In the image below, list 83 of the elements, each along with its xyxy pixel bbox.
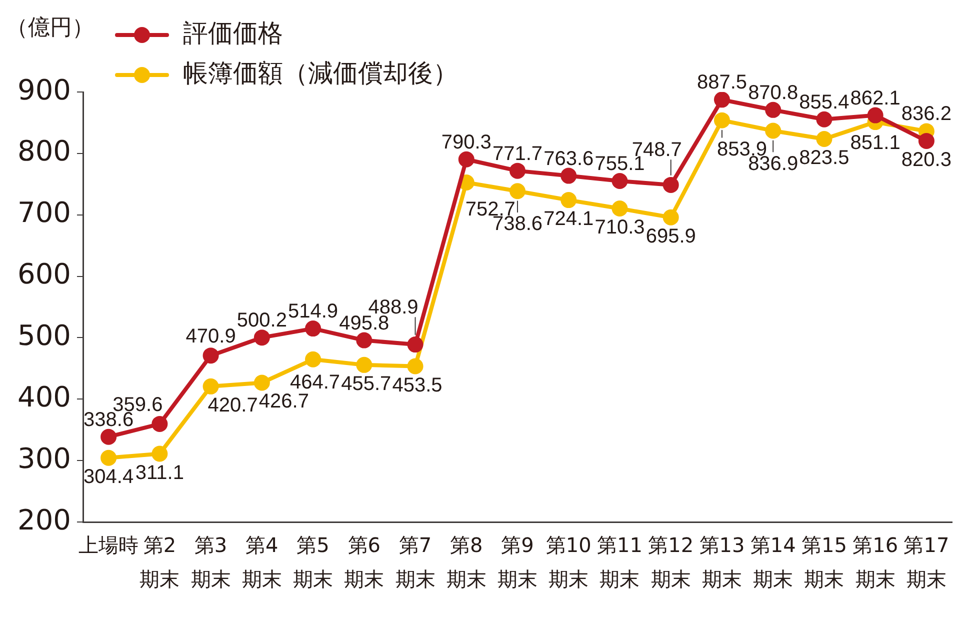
x-tick-label: 第10 期末 <box>546 533 592 592</box>
y-tick-label: 600 <box>18 258 71 291</box>
point <box>918 132 934 149</box>
data-label: 870.8 <box>748 82 798 104</box>
data-label: 500.2 <box>236 310 287 332</box>
y-tick-label: 800 <box>18 134 71 168</box>
point <box>765 122 782 139</box>
point <box>816 130 832 147</box>
data-label: 710.3 <box>594 216 645 239</box>
point <box>612 200 628 217</box>
point <box>765 102 782 118</box>
data-label: 420.7 <box>208 394 258 416</box>
data-label: 453.5 <box>392 374 442 396</box>
data-label: 311.1 <box>135 462 184 484</box>
y-tick-label: 700 <box>18 196 71 230</box>
data-label: 724.1 <box>544 208 594 230</box>
point <box>714 92 730 108</box>
x-tick-label: 第6 期末 <box>344 533 384 592</box>
data-label: 823.5 <box>799 146 850 169</box>
point <box>407 358 424 374</box>
x-tick-label: 上場時 <box>78 533 139 558</box>
x-tick-label: 第7 期末 <box>395 533 436 592</box>
x-tick-label: 第3 期末 <box>190 533 231 592</box>
x-tick-label: 第15 期末 <box>801 533 847 592</box>
x-tick-label: 第5 期末 <box>293 533 334 592</box>
x-tick-label: 第2 期末 <box>140 533 180 592</box>
y-tick-label: 300 <box>18 442 71 475</box>
data-label: 455.7 <box>341 372 392 395</box>
point <box>560 192 577 208</box>
y-tick-label: 900 <box>18 73 71 106</box>
data-label: 771.7 <box>492 142 543 165</box>
point <box>407 336 424 353</box>
point <box>458 151 474 168</box>
point <box>612 173 628 190</box>
point <box>152 416 168 432</box>
y-axis-title: （億円） <box>6 16 94 41</box>
y-tick-label: 400 <box>18 380 71 414</box>
x-tick-label: 第14 期末 <box>750 533 796 592</box>
x-tick-label: 第13 期末 <box>699 533 745 592</box>
point <box>662 209 679 226</box>
point <box>305 320 322 337</box>
data-label: 304.4 <box>84 466 134 488</box>
legend-label: 評価価格 <box>183 18 283 48</box>
point <box>152 446 168 462</box>
point <box>100 450 117 466</box>
x-tick-label: 第9 期末 <box>498 533 538 592</box>
legend-label: 帳簿価額（減価償却後） <box>183 58 458 88</box>
point <box>714 112 730 128</box>
data-label: 820.3 <box>901 148 952 171</box>
point <box>560 168 577 184</box>
data-label: 695.9 <box>646 225 696 248</box>
x-tick-label: 第4 期末 <box>242 533 282 592</box>
data-label: 426.7 <box>258 390 309 413</box>
x-tick-label: 第11 期末 <box>597 533 642 592</box>
point <box>202 348 219 364</box>
data-label: 855.4 <box>799 91 850 114</box>
data-label: 464.7 <box>290 371 340 394</box>
point <box>254 330 270 346</box>
point <box>867 107 884 124</box>
point <box>510 183 526 200</box>
data-label: 470.9 <box>186 326 236 348</box>
x-tick-label: 第16 期末 <box>852 533 898 592</box>
x-tick-label: 第12 期末 <box>648 533 694 592</box>
x-tick-label: 第8 期末 <box>446 533 486 592</box>
data-label: 763.6 <box>544 148 594 170</box>
data-label: 862.1 <box>850 87 900 110</box>
point <box>254 374 270 391</box>
point <box>816 111 832 128</box>
point <box>662 176 679 193</box>
data-label: 887.5 <box>696 72 748 94</box>
point <box>100 428 117 445</box>
data-label: 836.2 <box>901 103 952 126</box>
y-tick-label: 200 <box>18 503 71 536</box>
y-tick-label: 500 <box>18 318 71 352</box>
point <box>305 351 322 368</box>
point <box>202 378 219 394</box>
data-label: 851.1 <box>850 132 900 154</box>
data-label: 514.9 <box>288 300 338 323</box>
x-tick-label: 第17 期末 <box>904 533 950 592</box>
point <box>510 162 526 179</box>
point <box>356 332 372 348</box>
point <box>356 356 372 373</box>
data-label: 790.3 <box>441 131 492 154</box>
